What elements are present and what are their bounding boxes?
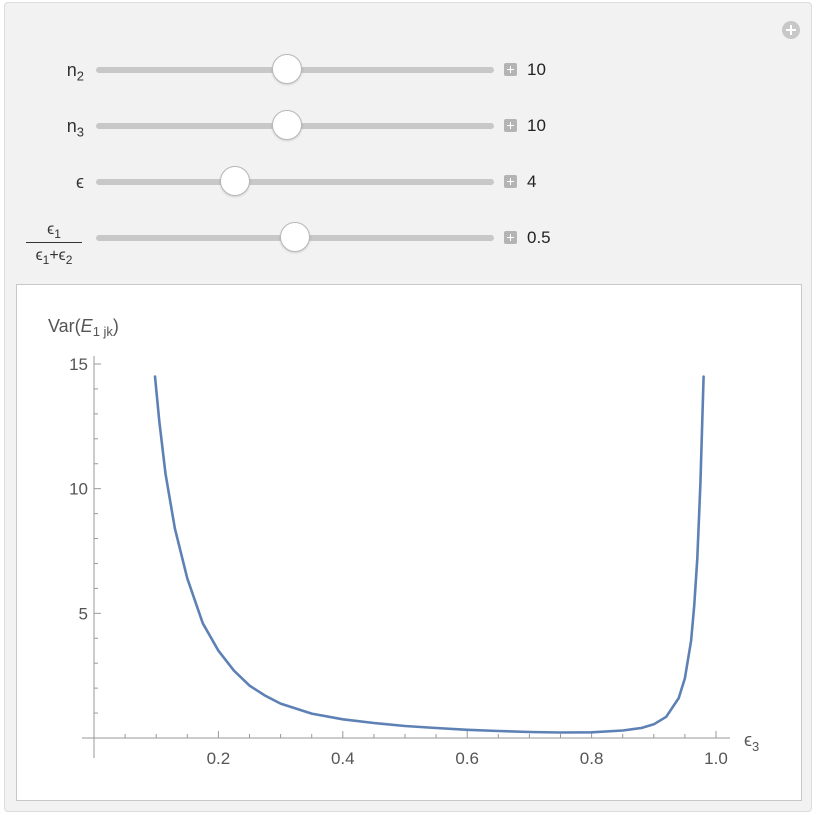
slider-label-ratio: ϵ1 ϵ1+ϵ2 <box>24 221 84 268</box>
plot-area <box>16 284 802 801</box>
slider-value-n2: 10 <box>527 60 546 79</box>
slider-thumb-epsilon[interactable] <box>220 166 251 196</box>
slider-value-epsilon: 4 <box>527 172 537 191</box>
series-line <box>153 375 705 734</box>
y-axis-label: Var(E1 jk) <box>48 316 119 339</box>
x-tick-label: 0.4 <box>331 749 355 768</box>
expand-plus-icon[interactable] <box>504 175 517 188</box>
slider-row-epsilon: ϵ 4 <box>0 162 816 202</box>
slider-label-epsilon: ϵ <box>76 172 84 192</box>
slider-label-n2: n2 <box>66 60 84 84</box>
slider-track-epsilon[interactable] <box>96 179 494 185</box>
slider-thumb-ratio[interactable] <box>280 222 310 252</box>
slider-row-n2: n2 10 <box>0 50 816 90</box>
expand-plus-icon[interactable] <box>504 119 517 132</box>
x-tick-label: 0.8 <box>580 749 604 768</box>
expand-plus-icon[interactable] <box>504 231 517 244</box>
y-tick-label: 5 <box>79 604 88 623</box>
slider-thumb-n3[interactable] <box>272 110 303 140</box>
slider-thumb-n2[interactable] <box>272 54 303 84</box>
expand-plus-icon[interactable] <box>504 63 517 76</box>
x-axis-label: ϵ3 <box>744 730 759 754</box>
fraction-bar <box>26 242 82 243</box>
y-tick-label: 15 <box>69 355 88 374</box>
slider-row-n3: n3 10 <box>0 106 816 146</box>
y-tick-label: 10 <box>69 480 88 499</box>
ratio-numerator: ϵ1 <box>47 221 61 242</box>
slider-value-ratio: 0.5 <box>527 228 551 247</box>
add-icon[interactable] <box>782 21 800 39</box>
ratio-denominator: ϵ1+ϵ2 <box>35 247 73 268</box>
x-tick-label: 1.0 <box>704 749 728 768</box>
x-tick-label: 0.2 <box>207 749 231 768</box>
slider-row-ratio: ϵ1 ϵ1+ϵ2 0.5 <box>0 218 816 267</box>
x-tick-label: 0.6 <box>455 749 479 768</box>
slider-label-n3: n3 <box>66 116 84 140</box>
slider-value-n3: 10 <box>527 116 546 135</box>
